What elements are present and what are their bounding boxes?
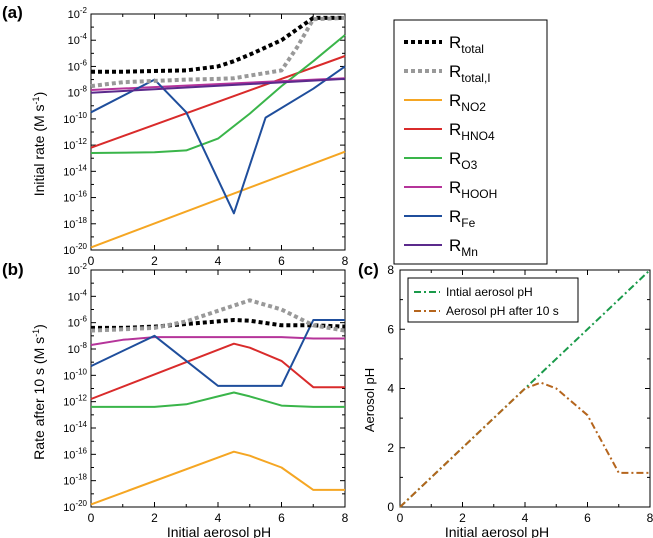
series-rtotal: [91, 15, 345, 74]
xlabel-b: Initial aerosol pH: [167, 524, 271, 538]
y-tick-label: 10-4: [68, 288, 88, 303]
y-tick-label: 10-12: [63, 137, 87, 152]
ylabel-c: Aerosol pH: [362, 368, 377, 432]
y-tick-label: 2: [387, 441, 394, 455]
ylabel-b: Rate after 10 s (M s-1): [31, 324, 47, 460]
xlabel-c: Initial aerosol pH: [445, 524, 549, 538]
legend-label: RHOOH: [449, 178, 497, 201]
legend-label: RNO2: [449, 91, 486, 114]
x-tick-label: 8: [342, 254, 349, 268]
panel-label-a: (a): [2, 3, 23, 22]
x-tick-label: 4: [215, 254, 222, 268]
series-rhno4: [90, 55, 346, 149]
legend-c-label: Intial aerosol pH: [446, 285, 533, 299]
y-tick-label: 10-10: [63, 111, 87, 126]
y-tick-label: 10-2: [68, 262, 88, 277]
legend-label: RO3: [449, 149, 478, 172]
main-legend: Rtotal Rtotal,I RNO2 RHNO4 RO3 RHOOH RFe RMn: [393, 19, 548, 265]
y-tick-label: 10-10: [63, 367, 87, 382]
x-tick-label: 6: [278, 254, 285, 268]
y-tick-label: 0: [387, 500, 394, 514]
y-tick-label: 4: [387, 382, 394, 396]
y-tick-label: 10-4: [68, 32, 88, 47]
x-tick-label: 0: [397, 511, 404, 525]
ylabel-a: Initial rate (M s-1): [31, 92, 47, 197]
series-rno2: [90, 450, 345, 506]
panel-label-c: (c): [358, 260, 379, 279]
x-tick-label: 0: [88, 511, 95, 525]
x-tick-label: 4: [522, 511, 529, 525]
series-rtotal: [91, 318, 346, 330]
legend-label: RFe: [449, 207, 476, 230]
plot-a: 10-2010-1810-1610-1410-1210-1010-810-610…: [63, 6, 348, 268]
x-tick-label: 8: [647, 511, 653, 525]
y-tick-label: 8: [387, 263, 394, 277]
legend-label: Rtotal,I: [449, 62, 491, 85]
series-rno2: [90, 150, 346, 249]
y-tick-label: 10-14: [63, 420, 87, 435]
y-tick-label: 10-20: [63, 242, 87, 257]
series-ro3: [90, 34, 346, 154]
legend-label: RMn: [449, 236, 478, 259]
series-intial-aerosol-ph: [399, 269, 651, 508]
plot-frame: [90, 269, 346, 508]
legend-c-box: [407, 277, 579, 323]
series-rfe: [90, 319, 345, 387]
x-tick-label: 2: [151, 254, 158, 268]
series-rtotal-i: [90, 298, 346, 333]
y-tick-label: 10-8: [68, 85, 88, 100]
main-legend-box: [393, 19, 548, 265]
plot-b: 10-2010-1810-1610-1410-1210-1010-810-610…: [63, 262, 348, 525]
legend-c-label: Aerosol pH after 10 s: [446, 304, 559, 318]
y-tick-label: 10-18: [63, 216, 87, 231]
legend-label: Rtotal: [449, 33, 484, 56]
y-tick-label: 10-20: [63, 499, 87, 514]
x-tick-label: 0: [88, 254, 95, 268]
y-tick-label: 10-6: [68, 58, 88, 73]
x-tick-label: 2: [459, 511, 466, 525]
series-ro3: [91, 391, 345, 408]
y-tick-label: 10-18: [63, 473, 87, 488]
series-rtotal-i: [90, 15, 346, 89]
y-tick-label: 10-6: [68, 315, 88, 330]
y-tick-label: 10-16: [63, 446, 87, 461]
x-tick-label: 6: [278, 511, 285, 525]
x-tick-label: 8: [342, 511, 349, 525]
x-tick-label: 2: [151, 511, 158, 525]
series-rhooh: [90, 336, 345, 346]
plot-c: 0 2 4 6 8 0 2 4 6 8 Intial aerosol pH Aerosol pH af…: [387, 263, 653, 525]
y-tick-label: 10-14: [63, 163, 87, 178]
series-rhno4: [90, 342, 345, 400]
panel-label-b: (b): [2, 260, 24, 279]
series-rhooh: [90, 77, 346, 91]
series-aerosol-ph-after-10-s: [399, 381, 650, 508]
legend-label: RHNO4: [449, 120, 495, 143]
y-tick-label: 10-2: [68, 6, 88, 21]
x-tick-label: 6: [584, 511, 591, 525]
x-tick-label: 4: [215, 511, 222, 525]
y-tick-label: 10-12: [63, 394, 87, 409]
y-tick-label: 10-16: [63, 190, 87, 205]
series-rmn: [90, 77, 346, 94]
plot-frame: [90, 13, 346, 251]
y-tick-label: 6: [387, 322, 394, 336]
y-tick-label: 10-8: [68, 341, 88, 356]
